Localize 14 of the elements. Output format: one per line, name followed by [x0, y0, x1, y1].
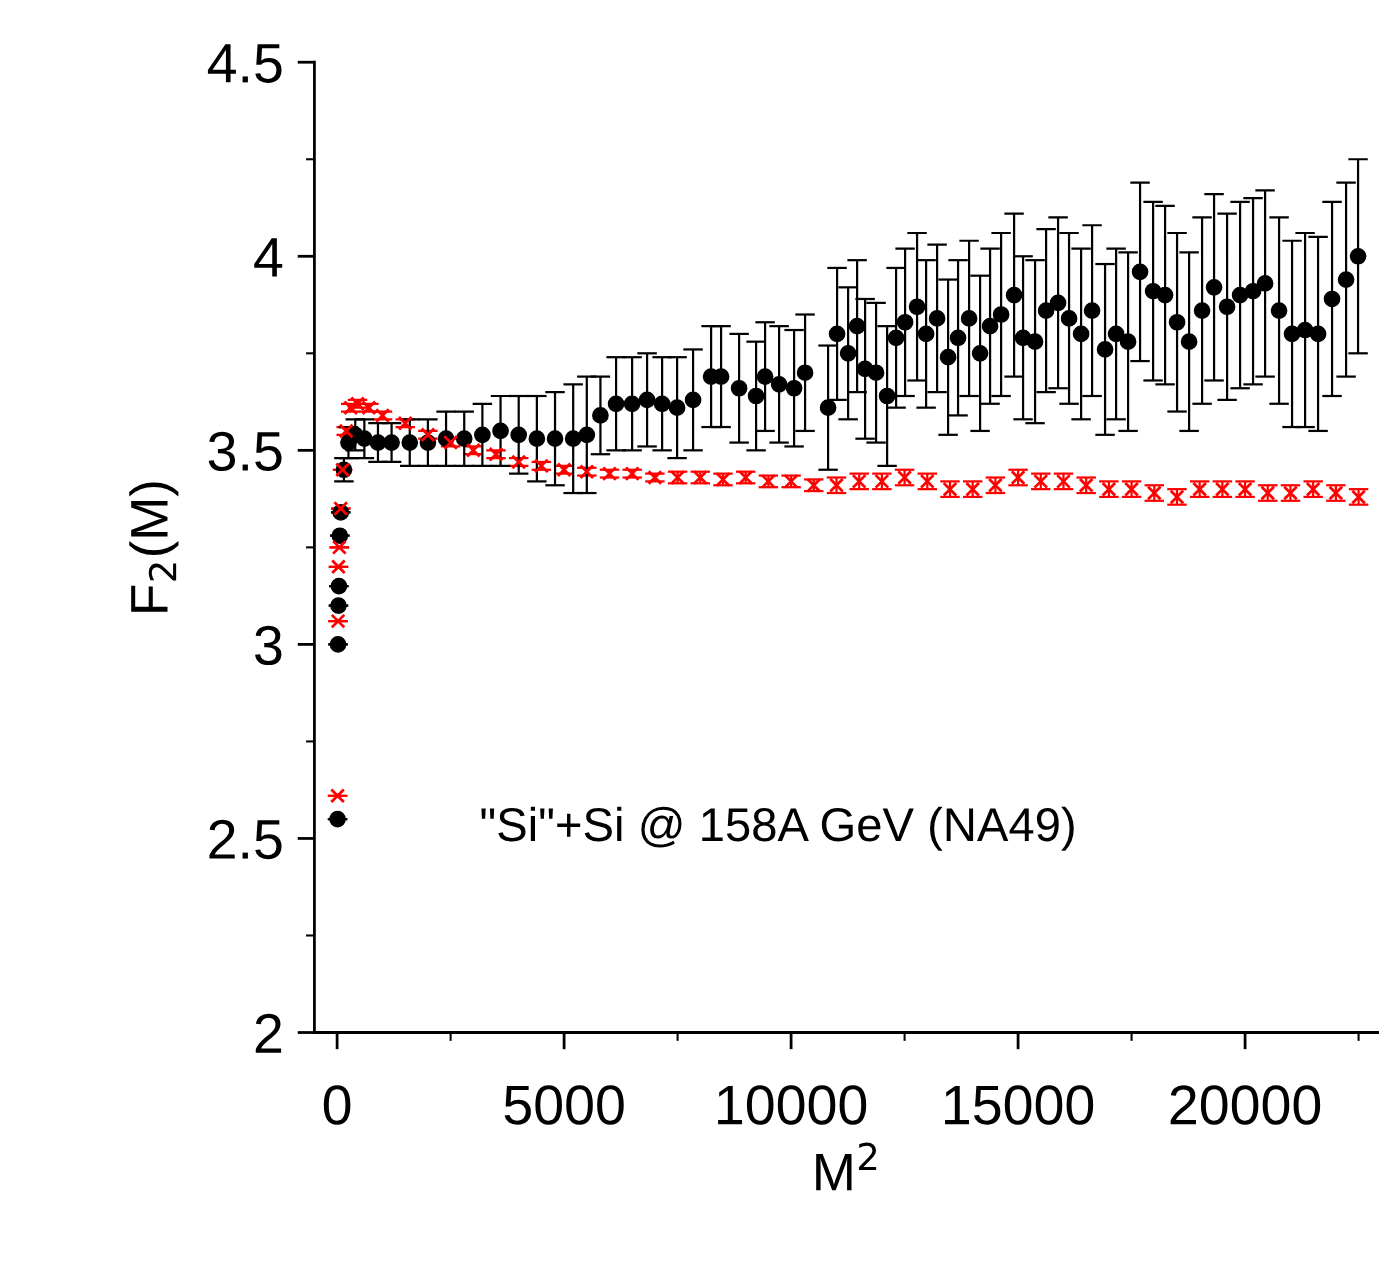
annotation: "Si"+Si @ 158A GeV (NA49) — [481, 806, 1074, 851]
x-tick-label: 10000 — [718, 1085, 867, 1125]
x-tick-label: 0 — [323, 1085, 351, 1125]
x-tick-label: 5000 — [504, 1085, 624, 1125]
y-tick-label: 2 — [255, 1013, 282, 1053]
x-tick-label: 20000 — [1170, 1085, 1321, 1125]
y-tick-label: 2.5 — [209, 819, 282, 860]
y-axis-title: F$_{2}$(M) — [129, 482, 179, 612]
x-axis-title: M$^{2}$ — [816, 1142, 877, 1191]
y-tick-label: 4 — [254, 238, 283, 277]
x-tick-label: 15000 — [945, 1085, 1094, 1125]
y-tick-label: 3 — [255, 625, 282, 666]
y-tick-label: 4.5 — [207, 44, 282, 83]
y-tick-label: 3.5 — [208, 431, 282, 472]
